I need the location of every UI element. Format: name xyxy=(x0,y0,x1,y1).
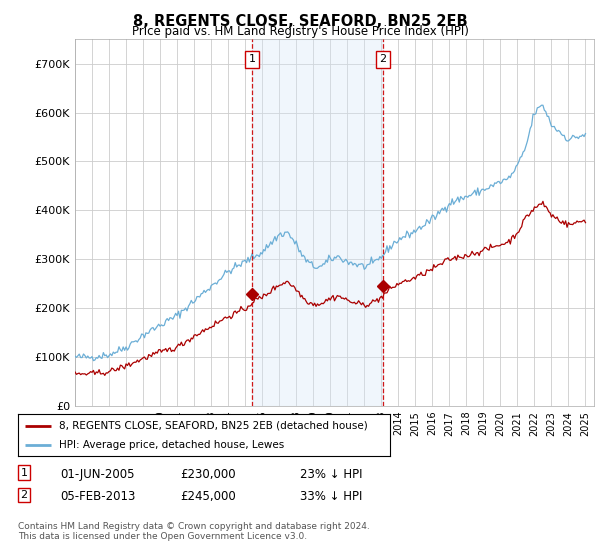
Text: 23% ↓ HPI: 23% ↓ HPI xyxy=(300,468,362,480)
Text: 8, REGENTS CLOSE, SEAFORD, BN25 2EB: 8, REGENTS CLOSE, SEAFORD, BN25 2EB xyxy=(133,14,467,29)
Text: 1: 1 xyxy=(249,54,256,64)
Text: 33% ↓ HPI: 33% ↓ HPI xyxy=(300,490,362,503)
Text: £230,000: £230,000 xyxy=(180,468,236,480)
Bar xyxy=(253,39,383,406)
Text: 8, REGENTS CLOSE, SEAFORD, BN25 2EB (detached house): 8, REGENTS CLOSE, SEAFORD, BN25 2EB (det… xyxy=(59,421,368,431)
Text: Price paid vs. HM Land Registry's House Price Index (HPI): Price paid vs. HM Land Registry's House … xyxy=(131,25,469,38)
Text: Contains HM Land Registry data © Crown copyright and database right 2024.
This d: Contains HM Land Registry data © Crown c… xyxy=(18,522,370,542)
Text: 2: 2 xyxy=(20,490,28,500)
Text: £245,000: £245,000 xyxy=(180,490,236,503)
Text: 01-JUN-2005: 01-JUN-2005 xyxy=(60,468,134,480)
Text: HPI: Average price, detached house, Lewes: HPI: Average price, detached house, Lewe… xyxy=(59,440,284,450)
Text: 05-FEB-2013: 05-FEB-2013 xyxy=(60,490,136,503)
Text: 1: 1 xyxy=(20,468,28,478)
Text: 2: 2 xyxy=(379,54,386,64)
